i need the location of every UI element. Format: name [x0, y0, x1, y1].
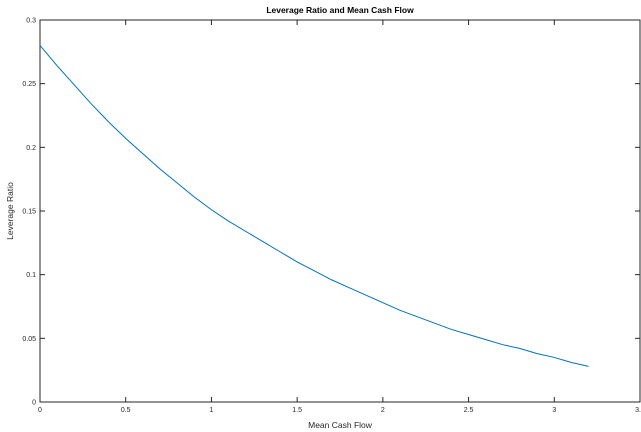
x-axis-label: Mean Cash Flow	[308, 420, 373, 430]
x-tick-labels: 0 0.5 1 1.5 2 2.5 3 3.5	[38, 407, 641, 414]
chart-title: Leverage Ratio and Mean Cash Flow	[266, 5, 414, 15]
y-tick-label: 0.3	[26, 18, 36, 25]
plot-frame	[40, 20, 640, 402]
x-tick-label: 3	[552, 407, 556, 414]
x-tick-label: 0.5	[121, 407, 131, 414]
x-tick-label: 0	[38, 407, 42, 414]
y-tick-label: 0.2	[26, 145, 36, 152]
y-tick-label: 0	[32, 400, 36, 407]
x-tick-label: 1.5	[292, 407, 302, 414]
y-tick-labels: 0 0.05 0.1 0.15 0.2 0.25 0.3	[22, 18, 36, 407]
y-axis-label: Leverage Ratio	[5, 182, 15, 240]
y-tick-label: 0.1	[26, 272, 36, 279]
y-tick-label: 0.15	[22, 209, 36, 216]
x-tick-label: 2.5	[464, 407, 474, 414]
y-tick-label: 0.05	[22, 336, 36, 343]
x-tick-label: 3.5	[635, 407, 641, 414]
y-tick-label: 0.25	[22, 81, 36, 88]
x-tick-label: 1	[209, 407, 213, 414]
x-tick-label: 2	[381, 407, 385, 414]
